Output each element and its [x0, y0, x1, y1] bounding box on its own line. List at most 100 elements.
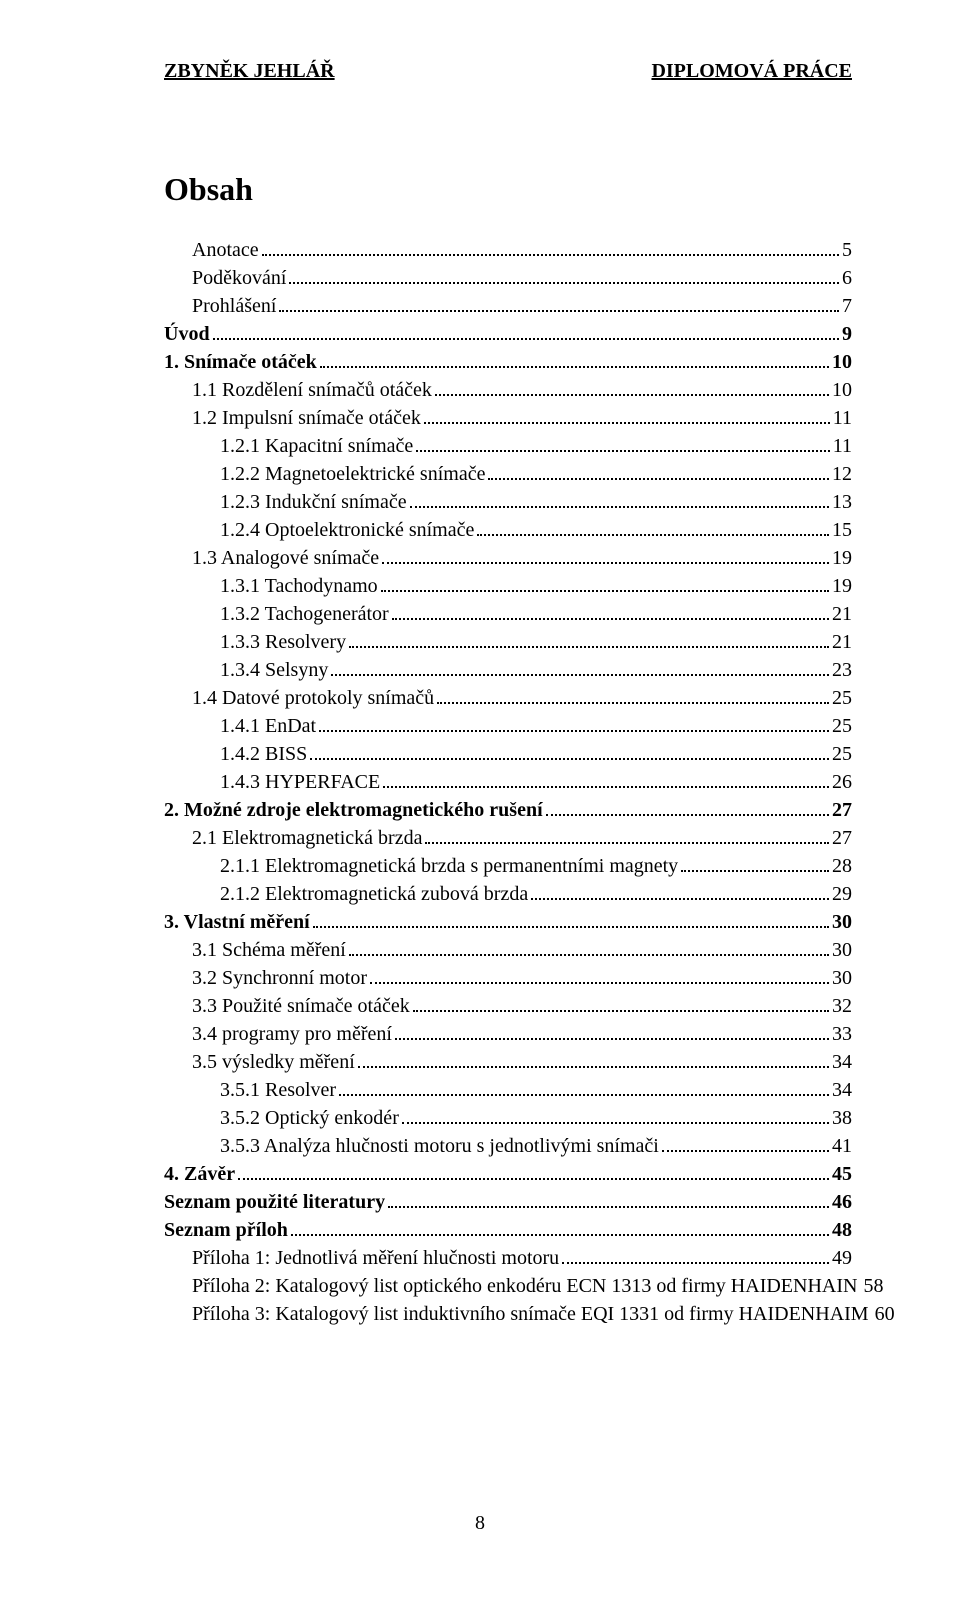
- toc-entry-label: Příloha 3: Katalogový list induktivního …: [192, 1300, 869, 1328]
- toc-entry-label: Prohlášení: [192, 292, 276, 320]
- toc-entry-page: 30: [832, 936, 852, 964]
- toc-row: 1.4.2 BISS 25: [164, 740, 852, 768]
- toc-entry-page: 29: [832, 880, 852, 908]
- toc-leader-dots: [313, 911, 829, 928]
- toc-leader-dots: [392, 603, 829, 620]
- toc-leader-dots: [370, 967, 829, 984]
- toc-row: 1. Snímače otáček 10: [164, 348, 852, 376]
- toc-entry-page: 25: [832, 684, 852, 712]
- toc-leader-dots: [531, 883, 829, 900]
- toc-entry-label: 1.4.1 EnDat: [220, 712, 316, 740]
- toc-entry-page: 10: [832, 348, 852, 376]
- toc-entry-page: 19: [832, 572, 852, 600]
- toc-row: 1.2 Impulsní snímače otáček11: [164, 404, 852, 432]
- toc-entry-label: 3.5.1 Resolver: [220, 1076, 336, 1104]
- toc-entry-page: 15: [832, 516, 852, 544]
- toc-entry-page: 32: [832, 992, 852, 1020]
- toc-entry-page: 21: [832, 628, 852, 656]
- toc-entry-label: 1.2.2 Magnetoelektrické snímače: [220, 460, 485, 488]
- toc-row: 3.2 Synchronní motor 30: [164, 964, 852, 992]
- toc-entry-page: 49: [832, 1244, 852, 1272]
- toc-leader-dots: [319, 715, 829, 732]
- toc-leader-dots: [425, 827, 829, 844]
- toc-row: 1.4.1 EnDat25: [164, 712, 852, 740]
- toc-entry-page: 30: [832, 964, 852, 992]
- toc-entry-label: Anotace: [192, 236, 259, 264]
- toc-row: 3.4 programy pro měření 33: [164, 1020, 852, 1048]
- toc-entry-label: Seznam použité literatury: [164, 1188, 385, 1216]
- toc-entry-page: 38: [832, 1104, 852, 1132]
- toc-row: Anotace5: [164, 236, 852, 264]
- toc-entry-page: 10: [832, 376, 852, 404]
- toc-entry-page: 60: [875, 1300, 895, 1328]
- toc-row: Prohlášení 7: [164, 292, 852, 320]
- toc-row: 1.2.3 Indukční snímače13: [164, 488, 852, 516]
- toc-row: 1.3.1 Tachodynamo 19: [164, 572, 852, 600]
- toc-leader-dots: [383, 771, 829, 788]
- toc-row: 2.1 Elektromagnetická brzda 27: [164, 824, 852, 852]
- toc-entry-page: 45: [832, 1160, 852, 1188]
- toc-entry-page: 33: [832, 1020, 852, 1048]
- toc-entry-page: 25: [832, 740, 852, 768]
- toc-leader-dots: [562, 1247, 829, 1264]
- toc-entry-label: 1.2.1 Kapacitní snímače: [220, 432, 413, 460]
- toc-entry-page: 7: [842, 292, 852, 320]
- toc-leader-dots: [358, 1051, 829, 1068]
- toc-entry-page: 27: [832, 824, 852, 852]
- toc-entry-label: 3.4 programy pro měření: [192, 1020, 392, 1048]
- toc-row: Seznam použité literatury 46: [164, 1188, 852, 1216]
- toc-leader-dots: [262, 239, 839, 256]
- toc-leader-dots: [477, 519, 829, 536]
- toc-row: Poděkování 6: [164, 264, 852, 292]
- toc-row: 1.2.1 Kapacitní snímače11: [164, 432, 852, 460]
- toc-entry-page: 46: [832, 1188, 852, 1216]
- toc-entry-label: 1.3.4 Selsyny: [220, 656, 328, 684]
- toc-leader-dots: [279, 295, 839, 312]
- toc-row: 1.2.2 Magnetoelektrické snímače12: [164, 460, 852, 488]
- toc-leader-dots: [435, 379, 829, 396]
- toc-entry-page: 6: [842, 264, 852, 292]
- toc-row: 2. Možné zdroje elektromagnetického ruše…: [164, 796, 852, 824]
- toc-entry-page: 58: [863, 1272, 883, 1300]
- toc-row: 1.3 Analogové snímače19: [164, 544, 852, 572]
- toc-entry-label: Příloha 1: Jednotlivá měření hlučnosti m…: [192, 1244, 559, 1272]
- page-title: Obsah: [164, 171, 852, 208]
- toc-entry-label: 1. Snímače otáček: [164, 348, 317, 376]
- toc-entry-label: Příloha 2: Katalogový list optického enk…: [192, 1272, 857, 1300]
- toc-leader-dots: [381, 575, 829, 592]
- toc-row: 1.1 Rozdělení snímačů otáček10: [164, 376, 852, 404]
- toc-entry-label: 3.1 Schéma měření: [192, 936, 346, 964]
- toc-entry-label: 3.2 Synchronní motor: [192, 964, 367, 992]
- header-right: DIPLOMOVÁ PRÁCE: [651, 60, 852, 83]
- toc-entry-page: 28: [832, 852, 852, 880]
- toc-entry-label: 1.3.1 Tachodynamo: [220, 572, 378, 600]
- toc-row: 2.1.1 Elektromagnetická brzda s permanen…: [164, 852, 852, 880]
- toc-entry-label: 2.1 Elektromagnetická brzda: [192, 824, 422, 852]
- toc-entry-label: 2. Možné zdroje elektromagnetického ruše…: [164, 796, 543, 824]
- toc-row: 1.4 Datové protokoly snímačů 25: [164, 684, 852, 712]
- toc-entry-label: 1.4.2 BISS: [220, 740, 307, 768]
- toc-entry-label: 1.2.3 Indukční snímače: [220, 488, 407, 516]
- toc-entry-page: 23: [832, 656, 852, 684]
- toc-entry-page: 48: [832, 1216, 852, 1244]
- toc-leader-dots: [291, 1219, 829, 1236]
- page-header: ZBYNĚK JEHLÁŘ DIPLOMOVÁ PRÁCE: [164, 60, 852, 83]
- toc-leader-dots: [681, 855, 829, 872]
- toc-entry-label: 1.2 Impulsní snímače otáček: [192, 404, 421, 432]
- toc-entry-label: Úvod: [164, 320, 210, 348]
- toc-row: 3.5 výsledky měření34: [164, 1048, 852, 1076]
- toc-entry-label: 1.3.3 Resolvery: [220, 628, 346, 656]
- toc-entry-label: Poděkování: [192, 264, 286, 292]
- toc-entry-page: 26: [832, 768, 852, 796]
- toc-leader-dots: [382, 547, 829, 564]
- toc-leader-dots: [416, 435, 829, 452]
- toc-entry-page: 34: [832, 1076, 852, 1104]
- toc-entry-label: Seznam příloh: [164, 1216, 288, 1244]
- toc-row: 3.3 Použité snímače otáček32: [164, 992, 852, 1020]
- toc-entry-label: 1.4 Datové protokoly snímačů: [192, 684, 434, 712]
- toc-entry-page: 21: [832, 600, 852, 628]
- toc-row: Příloha 2: Katalogový list optického enk…: [164, 1272, 852, 1300]
- toc-leader-dots: [289, 267, 839, 284]
- toc-row: 3.5.3 Analýza hlučnosti motoru s jednotl…: [164, 1132, 852, 1160]
- toc-row: 4. Závěr45: [164, 1160, 852, 1188]
